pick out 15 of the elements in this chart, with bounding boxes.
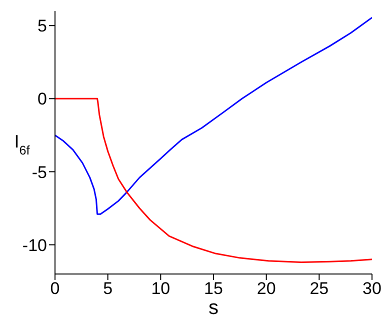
y-tick-label: -5: [32, 162, 47, 182]
x-tick-label: 25: [310, 279, 329, 298]
line-series: [55, 98, 372, 264]
x-tick-label: 30: [362, 279, 382, 298]
y-axis-title: I$_{6f}$: [14, 132, 30, 158]
x-tick-label: 20: [256, 279, 276, 298]
y-tick-label: 5: [38, 16, 47, 36]
line-series: [55, 16, 372, 215]
x-tick-label: 15: [204, 279, 223, 298]
x-tick-label: 0: [50, 279, 60, 298]
x-axis-title: s: [208, 297, 218, 319]
y-tick-label: -10: [22, 236, 47, 255]
y-tick-label: 0: [38, 90, 47, 109]
x-tick-label: 5: [103, 279, 113, 298]
x-tick-label: 10: [151, 279, 170, 298]
